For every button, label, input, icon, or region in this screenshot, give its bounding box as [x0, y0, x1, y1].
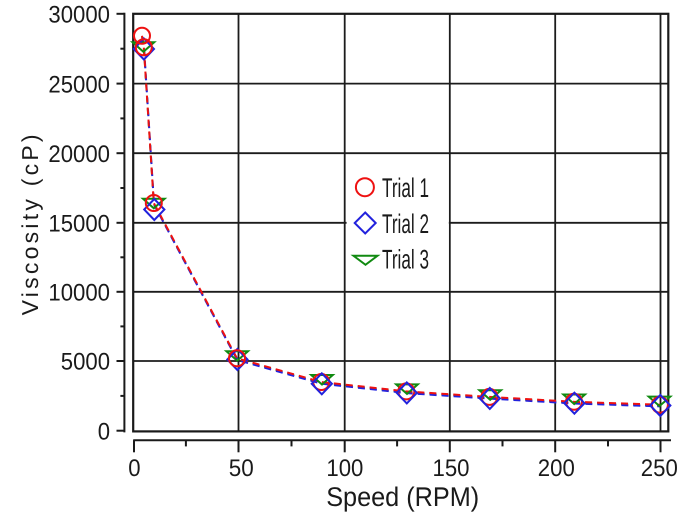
- svg-text:25000: 25000: [48, 71, 110, 98]
- svg-text:Viscosity (cP): Viscosity (cP): [17, 134, 43, 315]
- svg-text:Trial 1: Trial 1: [382, 173, 429, 203]
- svg-text:0: 0: [128, 455, 140, 482]
- svg-text:Trial 3: Trial 3: [382, 245, 429, 275]
- svg-text:150: 150: [433, 455, 470, 482]
- svg-text:20000: 20000: [48, 141, 110, 168]
- svg-text:0: 0: [98, 418, 110, 445]
- svg-text:Trial 2: Trial 2: [382, 209, 429, 239]
- svg-text:100: 100: [326, 455, 363, 482]
- svg-text:15000: 15000: [48, 211, 110, 238]
- svg-text:250: 250: [641, 455, 678, 482]
- svg-text:200: 200: [538, 455, 575, 482]
- svg-text:50: 50: [229, 455, 254, 482]
- svg-text:30000: 30000: [48, 2, 110, 29]
- svg-text:5000: 5000: [61, 349, 110, 376]
- svg-text:Speed (RPM): Speed (RPM): [326, 482, 479, 512]
- svg-text:10000: 10000: [48, 280, 110, 307]
